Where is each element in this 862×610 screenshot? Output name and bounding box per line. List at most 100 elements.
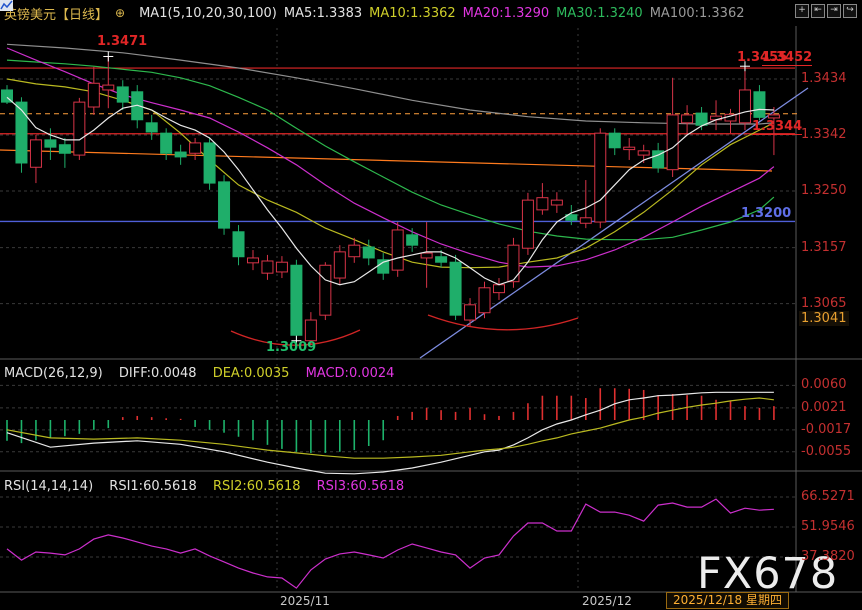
candle[interactable] xyxy=(160,128,173,160)
candle[interactable] xyxy=(623,138,636,160)
candle[interactable] xyxy=(362,239,375,266)
candle[interactable] xyxy=(420,222,433,288)
candle-body xyxy=(203,142,216,184)
candle[interactable] xyxy=(319,262,332,321)
macd-value: MACD:0.0024 xyxy=(305,366,395,381)
candle[interactable] xyxy=(738,66,751,131)
candle-body xyxy=(15,101,28,164)
macd-dea-value: DEA:0.0035 xyxy=(212,366,290,381)
expand-scale-button[interactable]: ⇥ xyxy=(827,4,841,18)
candle[interactable] xyxy=(1,85,13,104)
ma30-value: MA30:1.3240 xyxy=(556,5,643,21)
candle-body xyxy=(579,217,592,224)
candle-body xyxy=(695,112,708,126)
candle-body xyxy=(738,89,751,124)
candle[interactable] xyxy=(521,192,534,255)
candle[interactable] xyxy=(333,245,346,285)
candle[interactable] xyxy=(666,77,679,177)
candle[interactable] xyxy=(695,106,708,131)
candle-body xyxy=(478,287,491,314)
candle[interactable] xyxy=(58,138,71,168)
add-indicator-icon[interactable]: ⊕ xyxy=(115,6,126,20)
candle[interactable] xyxy=(218,175,231,235)
candle[interactable] xyxy=(536,183,549,215)
price-tick-label: 1.3342 xyxy=(801,126,847,142)
swing-low-label: 1.3009 xyxy=(266,340,317,355)
candle[interactable] xyxy=(15,97,28,173)
candle[interactable] xyxy=(550,192,563,213)
candle-body xyxy=(435,256,448,263)
candle[interactable] xyxy=(189,138,202,160)
rsi1-value: RSI1:60.5618 xyxy=(109,479,197,494)
ma-params-label[interactable]: MA1(5,10,20,30,100) xyxy=(139,5,277,21)
candle[interactable] xyxy=(348,237,361,263)
candle[interactable] xyxy=(681,105,694,135)
candle[interactable] xyxy=(29,134,42,184)
macd-tick-label: 0.0060 xyxy=(801,377,847,393)
macd-tick-label: -0.0055 xyxy=(801,443,852,459)
macd-dea-line xyxy=(6,397,774,459)
mid-line-label[interactable]: 1.3344 xyxy=(752,119,803,135)
candle[interactable] xyxy=(261,254,274,280)
candle-body xyxy=(1,89,13,103)
candle[interactable] xyxy=(406,228,419,252)
swing-high-label: 1.3471 xyxy=(97,34,148,49)
candle[interactable] xyxy=(753,85,766,121)
candle[interactable] xyxy=(232,225,245,266)
macd-tick-label: 0.0021 xyxy=(801,399,847,415)
resistance-line-label[interactable]: 1.3452 xyxy=(762,50,813,66)
candle[interactable] xyxy=(608,128,621,156)
compress-scale-button[interactable]: ⇤ xyxy=(811,4,825,18)
candle[interactable] xyxy=(724,108,737,134)
support-line-label[interactable]: 1.3200 xyxy=(741,206,792,222)
candle-body xyxy=(348,244,361,258)
candle-body xyxy=(73,101,86,156)
price-tick-label: 1.3157 xyxy=(801,239,847,255)
candle[interactable] xyxy=(87,66,100,115)
crosshair-tool-button[interactable]: + xyxy=(795,4,809,18)
candle[interactable] xyxy=(435,250,448,268)
candle[interactable] xyxy=(449,254,462,321)
candle-body xyxy=(58,144,71,154)
candle[interactable] xyxy=(116,80,129,111)
candle[interactable] xyxy=(73,97,86,160)
candle[interactable] xyxy=(275,256,288,279)
current-date-badge: 2025/12/18 星期四 xyxy=(666,592,789,609)
candle-body xyxy=(449,261,462,316)
candle-body xyxy=(29,139,42,168)
candle[interactable] xyxy=(377,253,390,280)
rsi-tick-label: 51.9546 xyxy=(801,519,855,534)
macd-params-label[interactable]: MACD(26,12,9) xyxy=(4,366,103,381)
candle[interactable] xyxy=(652,142,665,173)
candle-body xyxy=(492,284,505,294)
candle-body xyxy=(536,197,549,211)
ma100-line xyxy=(6,43,774,125)
rsi-params-label[interactable]: RSI(14,14,14) xyxy=(4,479,94,494)
candle[interactable] xyxy=(478,281,491,319)
candle-body xyxy=(652,150,665,169)
candle[interactable] xyxy=(594,128,607,229)
candle[interactable] xyxy=(290,259,303,341)
exit-chart-button[interactable]: ↪ xyxy=(843,4,857,18)
candle[interactable] xyxy=(145,114,158,140)
candle[interactable] xyxy=(464,298,477,327)
candle[interactable] xyxy=(565,204,578,226)
candle[interactable] xyxy=(246,250,259,271)
candle[interactable] xyxy=(304,312,317,345)
candle[interactable] xyxy=(710,100,723,131)
candle[interactable] xyxy=(44,128,57,160)
candle[interactable] xyxy=(391,222,404,277)
month-label-december: 2025/12 xyxy=(582,594,632,608)
rsi2-value: RSI2:60.5618 xyxy=(212,479,301,494)
candle[interactable] xyxy=(767,106,780,156)
candle[interactable] xyxy=(203,138,216,190)
candle-body xyxy=(246,257,259,264)
candle[interactable] xyxy=(102,56,115,109)
candle-body xyxy=(767,114,780,119)
candle[interactable] xyxy=(174,144,187,165)
candle-body xyxy=(391,229,404,271)
symbol-name: 英镑美元 xyxy=(4,7,57,23)
candle[interactable] xyxy=(492,278,505,300)
candle[interactable] xyxy=(579,180,592,229)
